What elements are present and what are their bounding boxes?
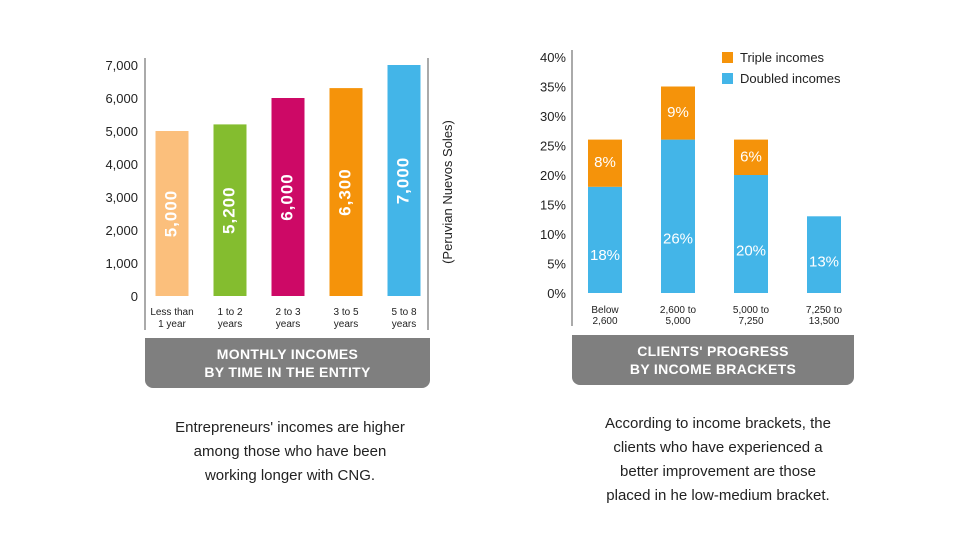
- right-bar-doubled: [588, 186, 622, 293]
- right-x-tick-label: 5,000 to: [733, 305, 770, 316]
- right-y-tick-label: 30%: [540, 109, 566, 124]
- right-caption-line-2: clients who have experienced a: [613, 439, 823, 456]
- left-bar: [213, 124, 247, 297]
- left-x-tick-label: years: [218, 319, 242, 330]
- right-y-tick-label: 20%: [540, 168, 566, 183]
- right-y-tick-label: 0%: [547, 286, 566, 301]
- legend-swatch-doubled: [722, 73, 733, 84]
- left-bar-value-label: 5,000: [161, 190, 180, 238]
- legend-label-triple: Triple incomes: [740, 50, 825, 65]
- left-bar: [155, 131, 189, 296]
- right-bar-doubled-label: 13%: [809, 253, 839, 270]
- right-bar-triple-label: 8%: [594, 154, 616, 171]
- right-y-tick-label: 5%: [547, 257, 566, 272]
- right-bar-triple-label: 9%: [667, 104, 689, 121]
- left-bar: [329, 88, 363, 296]
- left-y-tick-label: 5,000: [105, 124, 138, 139]
- right-bar-triple: [661, 86, 695, 140]
- right-y-tick-label: 15%: [540, 198, 566, 213]
- left-caption-line-3: working longer with CNG.: [204, 467, 376, 484]
- right-caption: According to income brackets, the client…: [558, 412, 878, 508]
- left-x-tick-label: 2 to 3: [275, 307, 300, 318]
- left-x-tick-label: 3 to 5: [333, 307, 358, 318]
- left-title-line-1: MONTHLY INCOMES: [216, 346, 359, 362]
- left-bar-value-label: 6,300: [335, 168, 354, 216]
- right-y-tick-label: 35%: [540, 80, 566, 95]
- left-y-tick-label: 3,000: [105, 190, 138, 205]
- right-bar-doubled-label: 26%: [663, 230, 693, 247]
- right-bar-doubled: [807, 216, 841, 293]
- right-x-tick-label: 7,250: [738, 316, 763, 327]
- right-x-tick-label: 7,250 to: [806, 305, 843, 316]
- legend-label-doubled: Doubled incomes: [740, 71, 841, 86]
- right-caption-line-3: better improvement are those: [620, 463, 816, 480]
- right-y-tick-label: 40%: [540, 50, 566, 65]
- left-y-tick-label: 7,000: [105, 58, 138, 73]
- left-bar-value-label: 6,000: [277, 173, 296, 221]
- left-x-tick-label: Less than: [150, 307, 193, 318]
- right-x-tick-label: Below: [591, 305, 619, 316]
- right-title-line-1: CLIENTS' PROGRESS: [637, 343, 789, 359]
- left-x-tick-label: 1 to 2: [217, 307, 242, 318]
- left-y-tick-label: 1,000: [105, 256, 138, 271]
- right-bar-triple: [588, 139, 622, 187]
- left-y-tick-label: 0: [131, 289, 138, 304]
- right-y-tick-label: 25%: [540, 139, 566, 154]
- right-y-tick-label: 10%: [540, 227, 566, 242]
- right-bar-triple: [734, 139, 768, 175]
- left-title-line-2: BY TIME IN THE ENTITY: [204, 364, 371, 380]
- right-x-tick-label: 2,600 to: [660, 305, 697, 316]
- legend-swatch-triple: [722, 52, 733, 63]
- left-y-tick-label: 4,000: [105, 157, 138, 172]
- left-chart-title: MONTHLY INCOMES BY TIME IN THE ENTITY: [145, 338, 430, 388]
- right-bar-doubled: [661, 139, 695, 293]
- right-chart-title: CLIENTS' PROGRESS BY INCOME BRACKETS: [572, 335, 854, 385]
- left-y-tick-label: 6,000: [105, 91, 138, 106]
- right-bar-doubled-label: 20%: [736, 243, 766, 260]
- left-caption: Entrepreneurs' incomes are higher among …: [130, 416, 450, 488]
- left-x-tick-label: years: [276, 319, 300, 330]
- left-caption-line-2: among those who have been: [193, 443, 387, 460]
- left-x-tick-label: 5 to 8: [391, 307, 416, 318]
- right-title-line-2: BY INCOME BRACKETS: [629, 361, 797, 377]
- right-x-tick-label: 5,000: [665, 316, 690, 327]
- right-bar-doubled: [734, 175, 768, 293]
- left-bar-value-label: 7,000: [393, 157, 412, 205]
- left-y-axis-label: (Peruvian Nuevos Soles): [440, 120, 455, 264]
- left-bar: [271, 98, 305, 296]
- right-bar-doubled-label: 18%: [590, 247, 620, 264]
- left-caption-line-1: Entrepreneurs' incomes are higher: [175, 419, 405, 436]
- left-x-tick-label: years: [392, 319, 416, 330]
- left-y-tick-label: 2,000: [105, 223, 138, 238]
- right-caption-line-1: According to income brackets, the: [605, 415, 831, 432]
- left-bar: [387, 65, 421, 296]
- left-x-tick-label: 1 year: [158, 319, 186, 330]
- right-x-tick-label: 13,500: [809, 316, 840, 327]
- right-x-tick-label: 2,600: [592, 316, 617, 327]
- left-bar-value-label: 5,200: [219, 186, 238, 234]
- right-caption-line-4: placed in he low-medium bracket.: [606, 487, 830, 504]
- left-x-tick-label: years: [334, 319, 358, 330]
- right-bar-triple-label: 6%: [740, 148, 762, 165]
